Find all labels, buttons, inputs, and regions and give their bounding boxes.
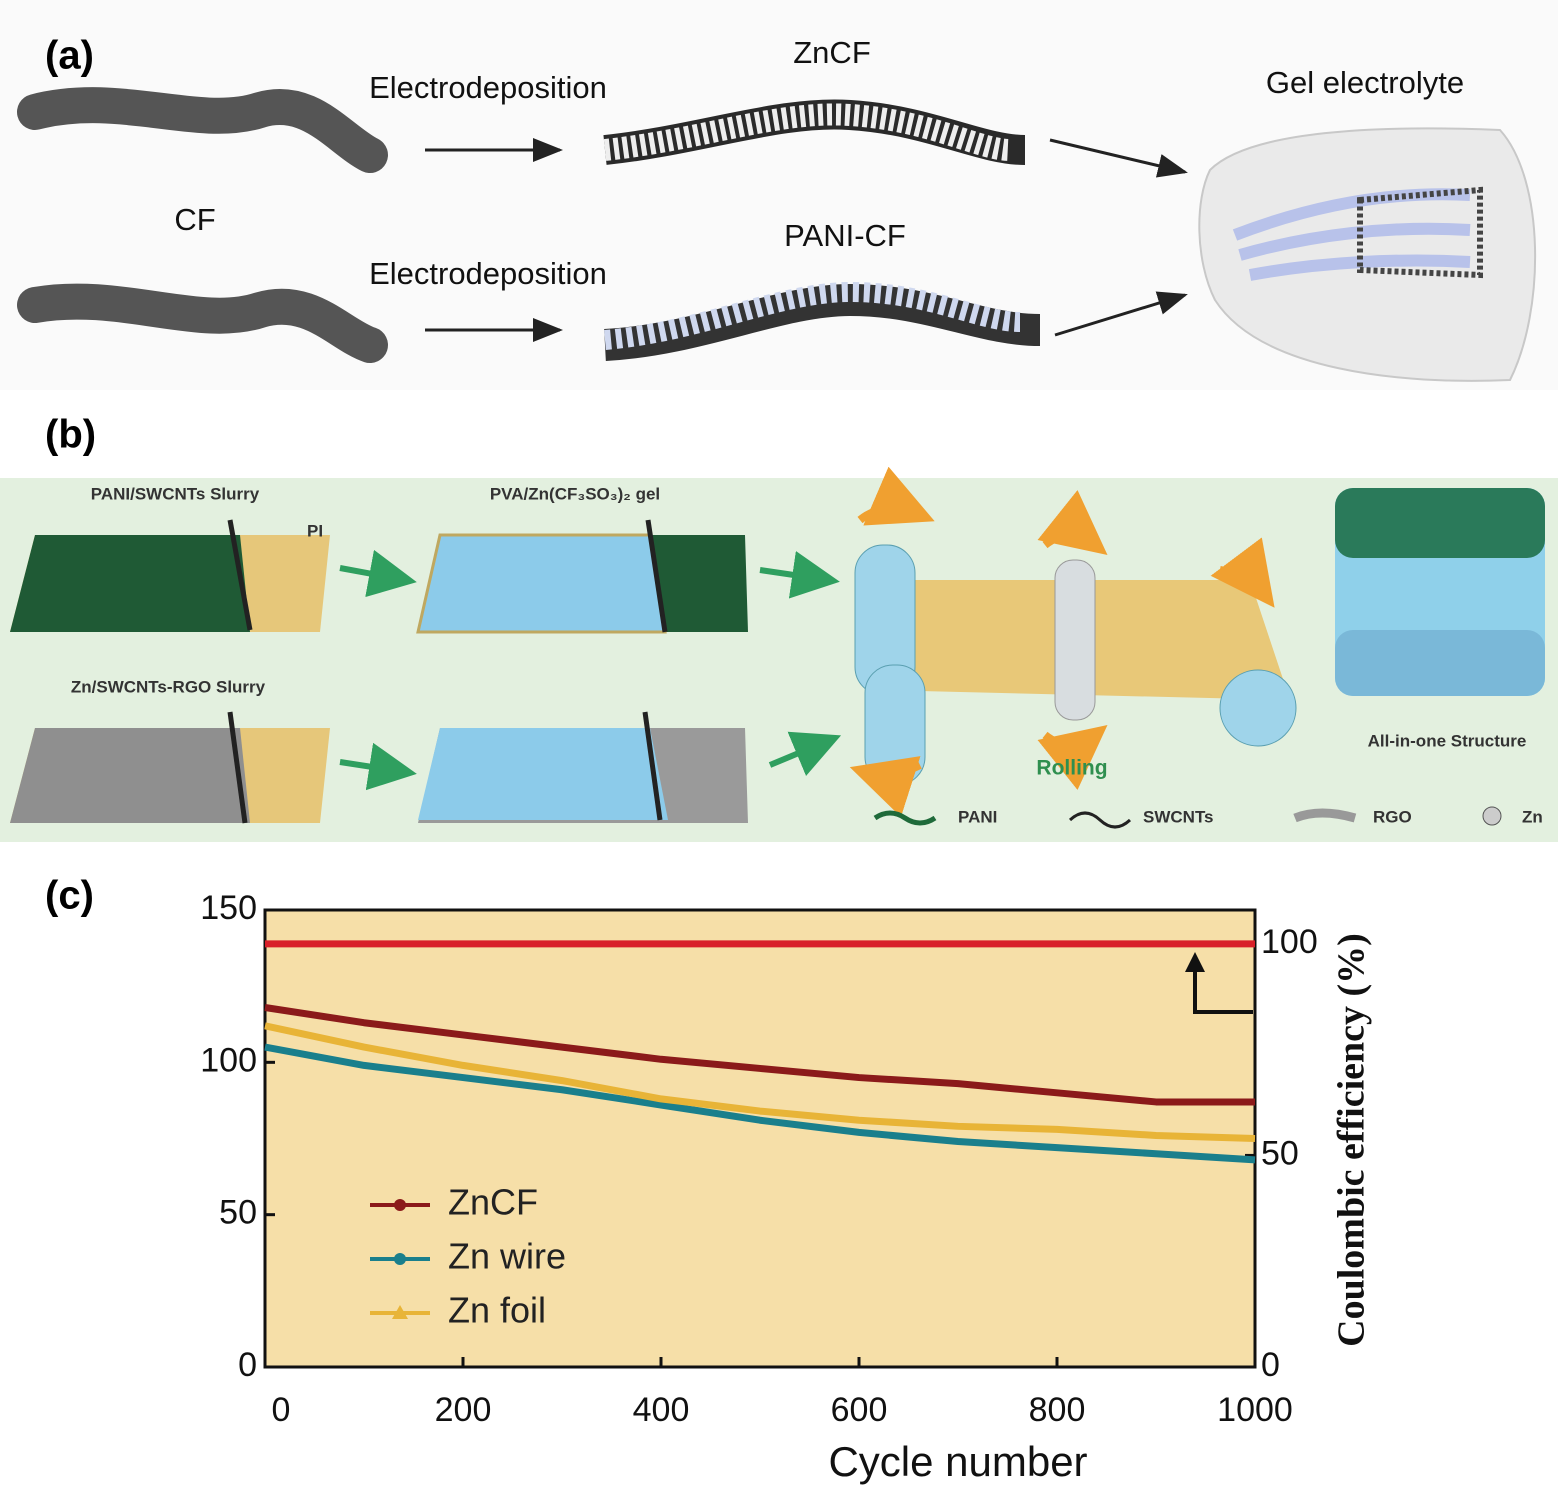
- pani-coating: [604, 281, 1021, 350]
- rotation-arrow: [849, 756, 922, 818]
- axis-pointer: [1193, 958, 1253, 1014]
- panel-label: (b): [45, 413, 96, 457]
- legend-key: [1293, 808, 1357, 823]
- rotation-arrow: [857, 466, 935, 526]
- y-tick-label: 100: [200, 1041, 257, 1079]
- rolling-label: Rolling: [1036, 757, 1107, 780]
- y-tick-label: 150: [200, 889, 257, 927]
- x-axis-title: Cycle number: [828, 1438, 1087, 1485]
- zn-coating: [603, 103, 1011, 161]
- legend-label: SWCNTs: [1143, 807, 1214, 826]
- legend-key: [873, 810, 937, 826]
- y2-axis-title: Coulombic efficiency (%): [1331, 933, 1373, 1347]
- legend-marker: [394, 1199, 406, 1211]
- carbon-fiber: [17, 283, 388, 363]
- y-tick-label: 50: [219, 1194, 257, 1232]
- panel-c: (c) Cycle number Coulombic efficiency (%…: [45, 874, 1373, 1486]
- panel-label: (a): [45, 34, 94, 78]
- arrow: [1049, 138, 1188, 178]
- structure-label: All-in-one Structure: [1368, 731, 1527, 750]
- plot-area: [263, 908, 1257, 1369]
- gel-fibers: [1232, 188, 1471, 281]
- step-label: Electrodeposition: [369, 70, 607, 105]
- legend-label: Zn foil: [448, 1290, 546, 1331]
- zncf-label: ZnCF: [793, 35, 871, 70]
- legend-key: [1068, 811, 1132, 829]
- rotation-arrow: [1210, 537, 1275, 608]
- legend-marker: [392, 1305, 408, 1319]
- rotation-arrow: [1037, 490, 1108, 555]
- panel-label: (c): [45, 874, 94, 918]
- blade: [227, 711, 248, 824]
- pani-cf-label: PANI-CF: [784, 218, 906, 253]
- structure-pani: [1335, 488, 1545, 558]
- axis-pointer-head: [1185, 952, 1205, 972]
- legend-label: PANI: [958, 807, 997, 826]
- series-line: [264, 1043, 1256, 1164]
- arrow: [339, 549, 417, 598]
- series-line: [264, 1004, 1255, 1106]
- panel-b: (b) PANI/SWCNTs Slurry PI Zn/SWCNTs-RGO …: [0, 413, 1558, 842]
- pani-layer: [10, 535, 250, 632]
- pi-label: PI: [307, 521, 323, 540]
- gel-label: PVA/Zn(CF₃SO₃)₂ gel: [490, 484, 660, 503]
- series-line: [264, 1022, 1256, 1142]
- slurry-label: Zn/SWCNTs-RGO Slurry: [71, 677, 266, 696]
- x-tick-label: 600: [831, 1391, 888, 1429]
- x-tick-label: 0: [272, 1391, 291, 1429]
- y-tick-label: 0: [238, 1346, 257, 1384]
- legend-label: RGO: [1373, 807, 1412, 826]
- legend-marker: [394, 1253, 406, 1265]
- y2-tick-label: 50: [1261, 1134, 1299, 1172]
- blade: [227, 519, 253, 631]
- step-label: Electrodeposition: [369, 256, 607, 291]
- x-tick-label: 400: [633, 1391, 690, 1429]
- roll: [1219, 669, 1297, 747]
- arrow: [339, 742, 417, 791]
- legend-label: ZnCF: [448, 1182, 538, 1223]
- gel-layer: [416, 533, 667, 634]
- y2-tick-label: 100: [1261, 923, 1318, 961]
- gel-label: Gel electrolyte: [1266, 65, 1464, 100]
- arrow: [1054, 291, 1188, 337]
- x-tick-label: 800: [1029, 1391, 1086, 1429]
- blade: [642, 711, 663, 821]
- arrow: [759, 551, 840, 599]
- arrow: [768, 731, 842, 776]
- blade: [645, 519, 668, 633]
- rotation-arrow: [1037, 725, 1108, 790]
- legend-label: Zn: [1522, 807, 1543, 826]
- structure-zn: [1335, 630, 1545, 696]
- roller: [1054, 559, 1096, 721]
- zn-layer: [10, 728, 250, 823]
- carbon-fiber: [17, 87, 388, 173]
- legend-label: Zn wire: [448, 1236, 566, 1277]
- x-tick-label: 200: [435, 1391, 492, 1429]
- legend-key: [1482, 806, 1502, 826]
- gel-layer: [418, 728, 668, 820]
- gel-fibers: [1357, 186, 1483, 279]
- cf-label: CF: [174, 202, 215, 237]
- slurry-label: PANI/SWCNTs Slurry: [91, 484, 260, 503]
- y2-tick-label: 0: [1261, 1346, 1280, 1384]
- x-tick-label: 1000: [1217, 1391, 1293, 1429]
- panel-a: (a) CF Electrodeposition Electrodepositi…: [0, 0, 1558, 390]
